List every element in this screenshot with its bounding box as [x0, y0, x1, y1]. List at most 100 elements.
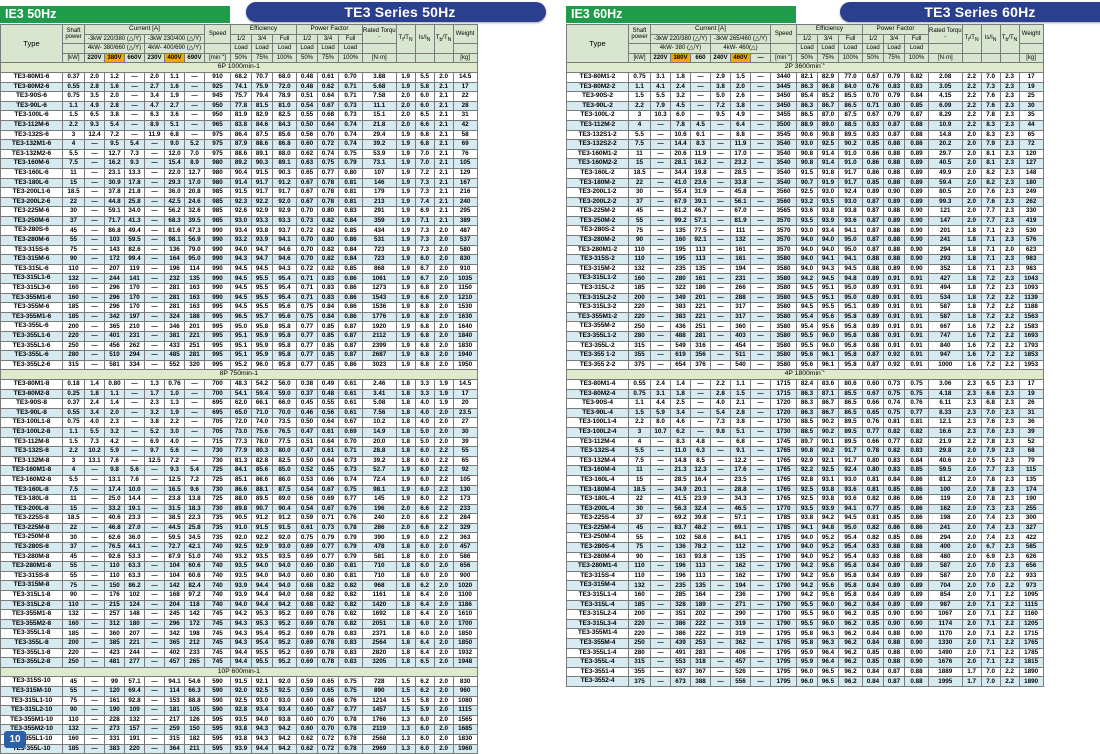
- table-row[interactable]: TE3-80M1-4 0.55 2.4 1.4—2.2 1.1—1715 82.4 83.6…: [566, 378, 1044, 390]
- table-row[interactable]: TE3-90S-4 1.1 4.4 2.5—4.0 2.1—1720 86.3 86.7 86…: [566, 398, 1044, 409]
- table-row[interactable]: TE3-315M-4 132—235 135—194—1790 94.2 95.6 95.…: [566, 580, 1044, 592]
- table-row[interactable]: TE3-132S-4 5.5—11.0 6.3—9.1—1765 90.8 90.2 91…: [566, 446, 1044, 457]
- table-row[interactable]: TE3-200L2-2 37—67.9 39.1—56.1—3560 93.2 93.5…: [566, 196, 1044, 208]
- table-row[interactable]: TE3-355L1-10 160—331 191—315 182 595 93.8 94.3…: [0, 733, 478, 745]
- table-row[interactable]: TE3-315L1-8 90—176 102—168 97.2 740 93.9 94.4 9…: [0, 590, 478, 601]
- table-row[interactable]: TE3-80M1-8 0.18 1.4 0.80—1.3 0.76—700 48.3 54.…: [0, 378, 478, 390]
- table-row[interactable]: TE3-112M-8 1.5 7.3 4.2—6.9 4.0—715 77.3 78.0 77…: [0, 436, 478, 448]
- table-row[interactable]: TE3-315L1-2 160—280 161—231—3580 94.2 94.5 94…: [566, 273, 1044, 285]
- table-row[interactable]: TE3-180M-2 22—41.0 23.6—33.8—3540 90.7 91.9 9…: [566, 177, 1044, 189]
- table-row[interactable]: TE3-250M-2 55—99.2 57.1—81.9—3570 93.5 93.9 9…: [566, 215, 1044, 227]
- table-row[interactable]: TE3-315L-6 110—207 119—196 114 990 94.5 94.5 94…: [0, 263, 478, 275]
- table-row[interactable]: TE3-280S-8 37—76.5 44.1—72.7 42.1 740 92.5 92.…: [0, 542, 478, 553]
- table-row[interactable]: TE3-160L-8 7.5—17.4 10.0—16.5 9.6 730 86.6 88.…: [0, 484, 478, 496]
- table-row[interactable]: TE3-225M-2 45—81.2 46.7—67.0—3565 93.6 93.8 9…: [566, 206, 1044, 217]
- table-row[interactable]: TE3-90L-8 0.55 3.4 2.0—3.2 1.9—695 65.0 71.0 70…: [0, 407, 478, 419]
- table-row[interactable]: TE3-315L2-4 200—351 202—290—1790 95.5 96.0 96…: [566, 609, 1044, 620]
- table-row[interactable]: TE3-160M2-8 5.5—13.1 7.6—12.5 7.2 725 85.1 86.…: [0, 474, 478, 486]
- table-row[interactable]: TE3-315L1-4 160—285 164—236—1790 94.2 95.6 95…: [566, 590, 1044, 601]
- table-row[interactable]: TE3-112M-6 2.2 9.3 5.4—8.9 5.1—965 83.8 84.6 84…: [0, 119, 478, 131]
- table-row[interactable]: TE3-355L-4 315—553 318—457—1795 95.9 96.4 96.…: [566, 657, 1044, 668]
- table-row[interactable]: TE3-315S-4 110—196 113—162—1790 94.2 95.6 95.…: [566, 570, 1044, 582]
- table-row[interactable]: TE3-80M2-2 1.1 4.1 2.4—3.8 2.0—3445 86.3 86.8 8…: [566, 81, 1044, 93]
- table-row[interactable]: TE3-315L1-6 132—244 141—232 135 990 94.5 95.5 9…: [0, 273, 478, 285]
- table-row[interactable]: TE3-355L-2 315—549 316—454—3580 95.5 96.0 95.…: [566, 340, 1044, 352]
- table-row[interactable]: TE3-355L-6 280—510 294—485 281 995 95.1 95.9 95…: [0, 350, 478, 361]
- table-row[interactable]: TE3-280S-2 75—135 77.5—111—3570 93.0 93.4 94.…: [566, 225, 1044, 237]
- table-row[interactable]: TE3-180L-6 15—30.9 17.8—29.3 17.0 980 91.4 91.…: [0, 177, 478, 189]
- table-row[interactable]: TE3-180L-4 22—41.5 23.9—34.3—1765 92.5 93.8 9…: [566, 494, 1044, 505]
- table-row[interactable]: TE3-355 2-2 375—654 376—540—3580 95.6 96.1 95…: [566, 359, 1044, 371]
- table-row[interactable]: TE3-3552-4 375—673 388—556—1795 96.0 96.5 96.…: [566, 676, 1044, 687]
- table-row[interactable]: TE3-225S-8 18.5—40.6 23.3—38.5 22.3 735 90.5 9…: [0, 513, 478, 524]
- table-row[interactable]: TE3-355L-6 200—365 210—346 201 995 95.0 95.8 95…: [0, 321, 478, 332]
- table-row[interactable]: TE3-100L-2 3 10.3 6.0—9.5 4.9—3455 86.5 87.0 87…: [566, 110, 1044, 121]
- table-row[interactable]: TE3-280M-6 55—103 59.5—98.1 56.9 990 93.2 93.9…: [0, 235, 478, 246]
- table-row[interactable]: TE3-355L-10 185—383 220—364 211 595 93.9 94.4 9…: [0, 743, 478, 754]
- table-row[interactable]: TE3-160L-6 11—23.1 13.3—22.0 12.7 980 90.4 91.…: [0, 167, 478, 179]
- table-row[interactable]: TE3-315S-8 55—110 63.3—104 60.6 740 93.5 94.0 9…: [0, 570, 478, 582]
- table-row[interactable]: TE3-355M-4 250—439 253—362—1795 95.8 96.3 96.…: [566, 638, 1044, 649]
- table-row[interactable]: TE3-315M-8 75—150 86.2—142 82.4 740 93.9 94.4 9…: [0, 580, 478, 592]
- table-row[interactable]: TE3-355L1-2 280—488 281—403—3580 95.5 96.0 95…: [566, 331, 1044, 342]
- table-row[interactable]: TE3-80M2-6 0.55 2.8 1.6—2.7 1.6—925 74.1 75.9 7…: [0, 81, 478, 93]
- table-row[interactable]: TE3-355M2-8 160—312 180—296 172 745 94.3 95.3 9…: [0, 618, 478, 630]
- table-row[interactable]: TE3-280M-2 90—160 92.1—132—3570 94.0 94.0 95.…: [566, 235, 1044, 246]
- table-row[interactable]: TE3-355L1-6 220—401 231—381 221 995 95.1 95.9 9…: [0, 331, 478, 342]
- table-row[interactable]: TE3-315M-10 55—120 69.4—114 66.3 590 92.0 92.5…: [0, 685, 478, 697]
- table-row[interactable]: TE3-90S-6 0.75 3.5 2.0—3.4 1.9—945 75.7 79.4 78…: [0, 91, 478, 102]
- table-row[interactable]: TE3-355M1-8 132—257 148—245 142 745 94.2 95.3 9…: [0, 609, 478, 620]
- table-row[interactable]: TE3-132M2-6 5.5—12.7 7.3—12.0 7.0 975 88.6 89.…: [0, 148, 478, 160]
- table-row[interactable]: TE3-280M-8 45—92.6 53.3—87.9 51.0 740 93.2 93.…: [0, 551, 478, 563]
- table-row[interactable]: TE3-160M2-2 15—28.1 16.2—23.2—3540 90.8 91.4…: [566, 158, 1044, 169]
- table-row[interactable]: TE3-315L3-2 220—383 221—317—3580 94.5 95.5 95…: [566, 302, 1044, 313]
- table-row[interactable]: TE3-200L1-6 18.5—37.8 21.8—36.0 20.8 985 91.5…: [0, 187, 478, 198]
- table-row[interactable]: TE3-80M2-8 0.25 1.8 1.1—1.7 1.0—700 54.1 59.4 5…: [0, 388, 478, 400]
- table-row[interactable]: TE3-132S-8 2.2 10.2 5.9—9.7 5.6—730 77.9 80.3 8…: [0, 446, 478, 457]
- table-row[interactable]: TE3-280M1-4 110—196 113—162—1790 94.2 95.6 95…: [566, 561, 1044, 572]
- table-row[interactable]: TE3-90L-2 2.2 7.9 4.5—7.2 3.8—3450 86.3 86.7 86…: [566, 100, 1044, 112]
- table-row[interactable]: TE3-355 1-2 355—619 356—511—3580 95.6 96.1 95…: [566, 350, 1044, 361]
- table-row[interactable]: TE3-180M-4 18.5—34.9 20.1—28.8—1765 92.5 93.…: [566, 484, 1044, 496]
- table-row[interactable]: TE3-100L2-4 3 10.7 6.2—9.8 5.1—1730 88.5 90.2 8…: [566, 426, 1044, 438]
- table-row[interactable]: TE3-355L2-6 315—581 334—552 320 995 95.2 96.0 9…: [0, 359, 478, 371]
- table-row[interactable]: TE3-355M-2 250—436 251—360—3580 95.4 95.6 95.…: [566, 321, 1044, 332]
- table-row[interactable]: TE3-80M1-2 0.75 3.1 1.8—2.9 1.5—3440 82.1 82.9…: [566, 71, 1044, 83]
- table-row[interactable]: TE3-355M1-6 160—296 170—281 163 990 94.5 95.5 9…: [0, 292, 478, 304]
- table-row[interactable]: TE3-280M-4 90—163 93.8—135—1790 94.0 95.2 95.…: [566, 551, 1044, 563]
- table-row[interactable]: TE3-250M-8 30—62.6 36.0—59.5 34.5 735 92.0 92.…: [0, 532, 478, 544]
- table-row[interactable]: TE3-355L2-8 250—481 277—457 265 745 94.4 95.5 9…: [0, 657, 478, 668]
- table-row[interactable]: TE3-315L1-10 75—161 92.8—153 88.8 590 92.5 93.…: [0, 695, 478, 707]
- table-row[interactable]: TE3-315M-6 90—172 99.4—164 95.0 990 94.3 94.7 9…: [0, 254, 478, 265]
- table-row[interactable]: TE3-315M-2 132—235 135—194—3580 94.0 94.3 94.…: [566, 263, 1044, 275]
- table-row[interactable]: TE3-355L1-4 280—491 283—406—1795 95.9 96.4 96…: [566, 647, 1044, 659]
- table-row[interactable]: TE3-355M1-6 185—342 197—324 188 995 96.5 95.7 9…: [0, 311, 478, 323]
- table-row[interactable]: TE3-315L3-4 220—386 222—319—1790 95.5 96.0 96…: [566, 618, 1044, 630]
- table-row[interactable]: TE3-132S2-2 7.5—14.4 8.3—11.9—3540 93.0 92.5…: [566, 139, 1044, 150]
- table-row[interactable]: TE3-225M-4 45—83.7 48.2—69.1—1785 94.1 94.8 9…: [566, 522, 1044, 534]
- table-row[interactable]: TE3-100L1-8 0.75 4.0 2.3—3.8 2.2—705 72.0 74.0…: [0, 417, 478, 428]
- table-row[interactable]: TE3-100L-6 1.5 6.5 3.8—6.3 3.6—950 81.9 82.9 82…: [0, 110, 478, 121]
- table-row[interactable]: TE3-355M1-4 220—386 222—319—1795 95.8 96.3 96…: [566, 628, 1044, 639]
- table-row[interactable]: TE3-80M1-6 0.37 2.0 1.2—2.0 1.1—910 68.2 70.7 6…: [0, 71, 478, 83]
- table-row[interactable]: TE3-225S-4 37—69.2 39.8—57.1—1785 93.8 94.2 9…: [566, 513, 1044, 524]
- table-row[interactable]: TE3-132M-8 3 13.1 7.6—12.5 7.2—730 81.3 82.8 82…: [0, 455, 478, 467]
- table-row[interactable]: TE3-200L2-6 22—44.8 25.8—42.5 24.6 985 92.3 92…: [0, 196, 478, 208]
- table-row[interactable]: TE3-315L3-6 160—296 170—281 163 990 94.5 95.5 9…: [0, 283, 478, 294]
- table-row[interactable]: TE3-132S1-2 5.5—10.6 6.1—8.8—3545 90.6 90.8 8…: [566, 129, 1044, 141]
- table-row[interactable]: TE3-355M2-10 132—273 157—259 150 595 93.8 94.3…: [0, 724, 478, 735]
- table-row[interactable]: TE3-100L1-4 2.2 8.0 4.6—7.3 3.8—1730 88.5 90.2…: [566, 417, 1044, 428]
- table-row[interactable]: TE3-132M1-6 4—9.5 5.4—9.0 5.2 975 87.9 88.6 86.…: [0, 139, 478, 150]
- table-row[interactable]: TE3-180L-8 11—25.0 14.4—23.8 13.8 725 88.0 89.…: [0, 494, 478, 505]
- table-row[interactable]: TE3-355L-8 200—385 221—365 212 745 94.3 95.4 95…: [0, 638, 478, 649]
- table-row[interactable]: TE3-225M-6 30—59.1 34.0—56.2 32.6 985 92.6 92.…: [0, 206, 478, 217]
- table-row[interactable]: TE3-355L1-8 185—360 207—342 198 745 94.3 95.4 9…: [0, 628, 478, 639]
- table-row[interactable]: TE3-355L1-8 220—423 244—402 233 745 94.4 95.5 9…: [0, 647, 478, 659]
- table-row[interactable]: TE3-200L1-2 30—55.4 31.9—45.8—3560 92.5 93.0…: [566, 187, 1044, 198]
- table-row[interactable]: TE3-200L-4 30—56.3 32.4—46.5—1770 93.5 93.9 9…: [566, 503, 1044, 515]
- table-row[interactable]: TE3-90L-6 1.1 4.9 2.8—4.7 2.7—950 77.8 81.5 81.…: [0, 100, 478, 112]
- table-row[interactable]: TE3-160M1-2 11—20.6 11.9—17.0—3540 90.8 91.4…: [566, 148, 1044, 160]
- table-row[interactable]: TE3-315L2-10 90—190 109—181 105 590 92.8 93.4 9…: [0, 705, 478, 716]
- table-row[interactable]: TE3-355L1-6 250—456 262—433 251 995 95.1 95.9 9…: [0, 340, 478, 352]
- table-row[interactable]: TE3-200L-8 15—33.2 19.1—31.5 18.3 730 89.8 90.…: [0, 503, 478, 515]
